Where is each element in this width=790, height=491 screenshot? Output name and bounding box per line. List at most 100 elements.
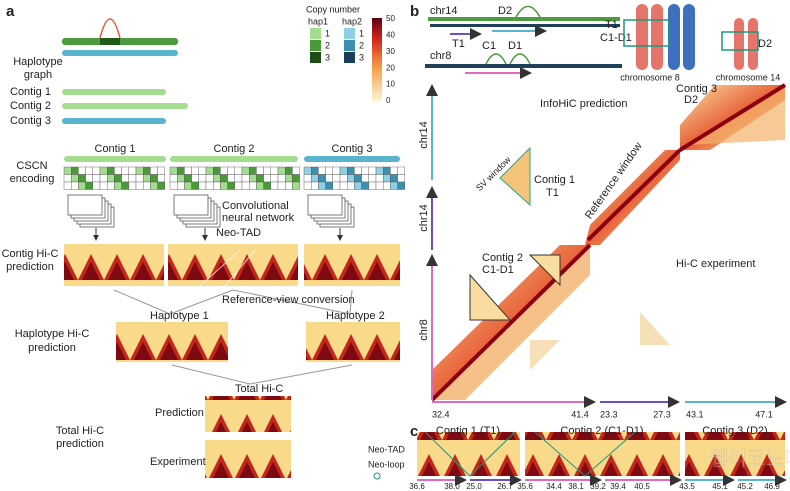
cscn-cell bbox=[106, 166, 115, 175]
cscn-cell bbox=[332, 174, 341, 183]
heatmap bbox=[417, 432, 520, 476]
heatmap bbox=[525, 432, 680, 476]
cscn-cell bbox=[128, 166, 137, 175]
cscn-cell bbox=[121, 166, 129, 175]
cscn-cell bbox=[325, 181, 334, 190]
cscn-cell bbox=[99, 181, 108, 190]
panel-label: b bbox=[410, 3, 419, 20]
chromosome bbox=[668, 4, 680, 70]
label: Contig 3 bbox=[332, 143, 373, 155]
x-tick-label: 26.7 bbox=[497, 482, 513, 491]
label: D1 bbox=[508, 40, 522, 52]
label: neural network bbox=[222, 212, 295, 224]
legend-label: 3 bbox=[359, 52, 364, 62]
x-tick-label: 38.0 bbox=[444, 482, 460, 491]
cscn-cell bbox=[375, 174, 384, 183]
label: InfoHiC prediction bbox=[540, 98, 627, 110]
colorbar-tick: 20 bbox=[386, 63, 395, 72]
cscn-cell bbox=[339, 181, 348, 190]
axis-label: chr14 bbox=[418, 204, 430, 232]
x-tick-label: 32.4 bbox=[432, 409, 450, 419]
arc bbox=[515, 5, 541, 18]
cscn-cell bbox=[99, 166, 108, 175]
cscn-cell bbox=[368, 181, 377, 190]
cscn-cell bbox=[92, 174, 101, 183]
label: Experiment bbox=[150, 456, 206, 468]
label: prediction bbox=[6, 261, 54, 273]
highlight-box bbox=[623, 19, 670, 47]
label: Total Hi-C bbox=[235, 383, 283, 395]
cscn-cell bbox=[318, 181, 326, 190]
cscn-cell bbox=[397, 181, 406, 190]
swatch bbox=[344, 52, 355, 63]
x-tick-label: 25.0 bbox=[466, 482, 482, 491]
cscn-cell bbox=[85, 174, 93, 183]
heatmap bbox=[306, 322, 400, 362]
cscn-cell bbox=[205, 166, 214, 175]
cscn-cell bbox=[325, 174, 334, 183]
contig-window bbox=[528, 254, 561, 287]
cscn-cell bbox=[142, 181, 151, 190]
chromosome bbox=[748, 18, 758, 70]
label: chromosome 14 bbox=[716, 72, 781, 82]
label: Haplotype 1 bbox=[150, 310, 209, 322]
cscn-cell bbox=[270, 181, 279, 190]
cscn-cell bbox=[390, 166, 398, 175]
label: Contig 2 bbox=[10, 100, 51, 112]
label: prediction bbox=[56, 438, 104, 450]
cscn-cell bbox=[292, 181, 300, 190]
hic-patch bbox=[530, 340, 560, 370]
cscn-cell bbox=[70, 174, 79, 183]
cscn-cell bbox=[205, 181, 214, 190]
cscn-cell bbox=[354, 166, 362, 175]
label: Contig Hi-C bbox=[2, 248, 59, 260]
connector bbox=[171, 364, 353, 385]
cscn-cell bbox=[212, 174, 221, 183]
label: C1-D1 bbox=[482, 264, 514, 276]
contig-window bbox=[469, 273, 512, 321]
x-tick-label: 45.1 bbox=[712, 482, 728, 491]
label: D2 bbox=[498, 5, 512, 17]
cscn-cell bbox=[114, 166, 122, 175]
cscn-cell bbox=[347, 181, 355, 190]
cscn-cell bbox=[303, 174, 312, 183]
axis-label: chr14 bbox=[418, 121, 430, 149]
label: Contig 3 (D2) bbox=[702, 425, 767, 437]
colorbar-tick: 0 bbox=[386, 96, 391, 105]
cscn-cell bbox=[263, 166, 272, 175]
cscn-cell bbox=[361, 174, 370, 183]
label: Total Hi-C bbox=[56, 425, 104, 437]
cscn-cell bbox=[157, 181, 166, 190]
legend-label: 2 bbox=[325, 40, 330, 50]
cscn-cell bbox=[277, 174, 286, 183]
cscn-cell bbox=[339, 166, 348, 175]
label: graph bbox=[24, 69, 52, 81]
cscn-cell bbox=[227, 174, 236, 183]
cscn-cell bbox=[277, 166, 286, 175]
legend-label: 3 bbox=[325, 52, 330, 62]
legend-title: Copy number bbox=[306, 4, 360, 14]
label: Neo-loop bbox=[368, 459, 405, 469]
cscn-cell bbox=[114, 174, 122, 183]
cscn-cell bbox=[135, 166, 144, 175]
loop-icon bbox=[373, 472, 381, 480]
connector bbox=[113, 289, 353, 315]
cscn-cell bbox=[311, 181, 319, 190]
chromosome bbox=[651, 4, 663, 70]
cscn-cell bbox=[383, 166, 391, 175]
cscn-cell bbox=[220, 181, 228, 190]
cscn-cell bbox=[198, 181, 207, 190]
colorbar-tick: 40 bbox=[386, 31, 395, 40]
cscn-cell bbox=[390, 181, 398, 190]
cscn-cell bbox=[212, 181, 221, 190]
axis-label: chr8 bbox=[418, 319, 430, 340]
cscn-cell bbox=[303, 166, 312, 175]
chromosome bbox=[683, 4, 695, 70]
cscn-cell bbox=[184, 174, 192, 183]
x-tick-label: 43.1 bbox=[686, 409, 704, 419]
cscn-cell bbox=[184, 166, 192, 175]
cscn-cell bbox=[169, 166, 178, 175]
cscn-cell bbox=[285, 181, 293, 190]
cscn-cell bbox=[241, 174, 250, 183]
label: Contig 1 bbox=[95, 143, 136, 155]
